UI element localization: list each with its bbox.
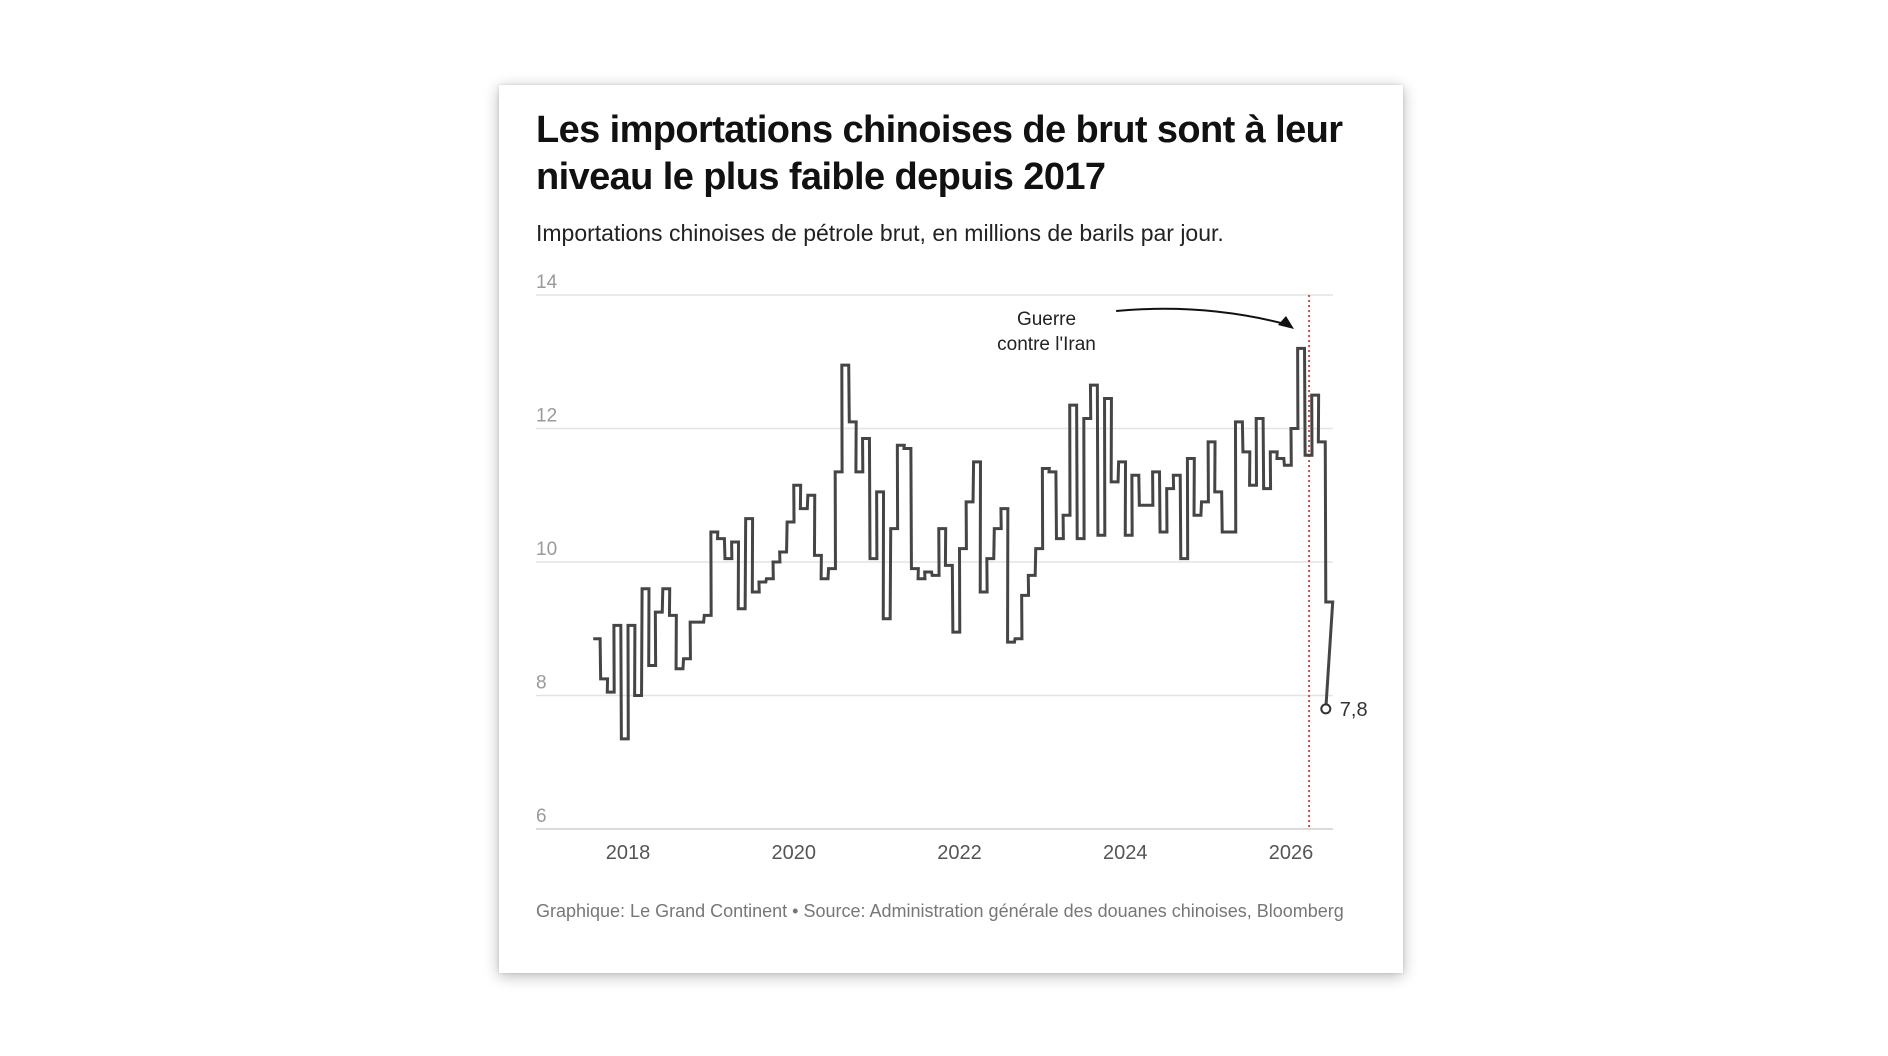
event-annotation-line: Guerre — [1017, 309, 1076, 330]
event-annotation-text: Guerre contre l'Iran — [997, 309, 1096, 355]
chart-subtitle: Importations chinoises de pétrole brut, … — [536, 220, 1224, 246]
x-tick-label: 2026 — [1269, 842, 1314, 864]
x-tick-label: 2022 — [937, 842, 982, 864]
chart-source-note: Graphique: Le Grand Continent • Source: … — [536, 901, 1344, 921]
x-tick-label: 2020 — [772, 842, 817, 864]
y-tick-label: 10 — [536, 539, 557, 560]
y-tick-label: 14 — [536, 272, 558, 293]
series-line — [593, 346, 1335, 741]
event-annotation-line: contre l'Iran — [997, 334, 1096, 355]
chart-card: Les importations chinoises de brut sont … — [499, 85, 1403, 973]
last-value-label: 7,8 — [1340, 699, 1368, 721]
chart-plot: 6 8 10 12 14 2018 2020 2022 2024 2026 Guerre contre… — [536, 272, 1368, 864]
y-tick-label: 12 — [536, 406, 557, 427]
chart-title: Les importations chinoises de brut sont … — [536, 109, 1343, 198]
x-tick-label: 2024 — [1103, 842, 1148, 864]
y-tick-label: 6 — [536, 806, 547, 827]
last-point-marker — [1320, 703, 1332, 715]
y-tick-label: 8 — [536, 673, 547, 694]
annotation-arrowhead — [1278, 316, 1294, 329]
x-tick-label: 2018 — [606, 842, 651, 864]
annotation-arrow — [1116, 307, 1286, 325]
